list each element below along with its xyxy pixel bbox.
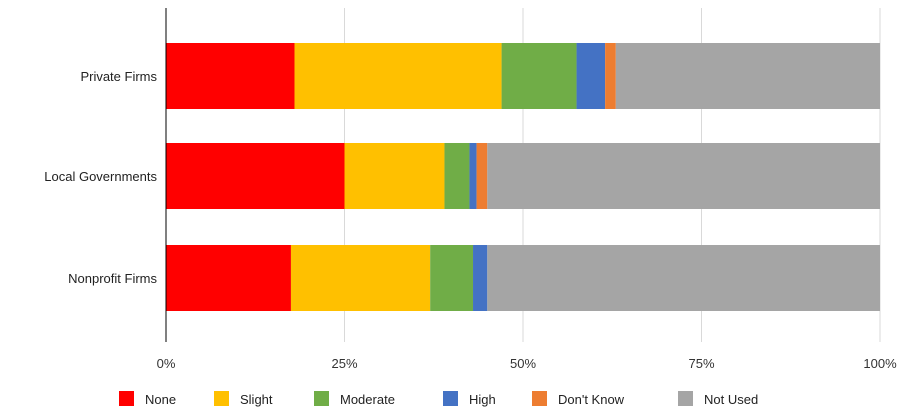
legend-swatch-moderate (314, 391, 329, 406)
bar-segment-not-used-local-governments (487, 143, 880, 209)
bar-segment-high-private-firms (576, 43, 606, 109)
category-label: Private Firms (80, 69, 157, 84)
bar-segment-don-t-know-private-firms (605, 43, 616, 109)
legend-label: Don't Know (558, 392, 625, 407)
category-label: Nonprofit Firms (68, 271, 157, 286)
legend: None Slight Moderate High Don't Know Not Used (119, 391, 758, 407)
x-tick-labels: 0% 25% 50% 75% 100% (157, 356, 897, 371)
x-tick-label: 25% (331, 356, 357, 371)
bar-segment-not-used-private-firms (615, 43, 880, 109)
legend-label: Moderate (340, 392, 395, 407)
x-tick-label: 0% (157, 356, 176, 371)
legend-swatch-none (119, 391, 134, 406)
legend-label: Not Used (704, 392, 758, 407)
bar-segment-none-nonprofit-firms (166, 245, 291, 311)
legend-label: Slight (240, 392, 273, 407)
bar-segment-slight-local-governments (344, 143, 445, 209)
x-tick-label: 100% (863, 356, 897, 371)
legend-swatch-not-used (678, 391, 693, 406)
bar-segment-moderate-local-governments (444, 143, 470, 209)
bar-segment-high-local-governments (469, 143, 477, 209)
bar-segment-don-t-know-local-governments (476, 143, 488, 209)
legend-label: High (469, 392, 496, 407)
bars (166, 43, 880, 311)
bar-segment-moderate-private-firms (501, 43, 577, 109)
bar-segment-not-used-nonprofit-firms (487, 245, 880, 311)
legend-swatch-slight (214, 391, 229, 406)
bar-segment-none-local-governments (166, 143, 345, 209)
legend-label: None (145, 392, 176, 407)
bar-segment-slight-private-firms (294, 43, 502, 109)
x-tick-label: 50% (510, 356, 536, 371)
bar-segment-high-nonprofit-firms (473, 245, 488, 311)
bar-segment-slight-nonprofit-firms (290, 245, 431, 311)
legend-swatch-don-t-know (532, 391, 547, 406)
bar-segment-moderate-nonprofit-firms (430, 245, 474, 311)
x-tick-label: 75% (688, 356, 714, 371)
category-labels: Private Firms Local Governments Nonprofit … (44, 69, 157, 286)
legend-swatch-high (443, 391, 458, 406)
bar-segment-none-private-firms (166, 43, 295, 109)
category-label: Local Governments (44, 169, 157, 184)
